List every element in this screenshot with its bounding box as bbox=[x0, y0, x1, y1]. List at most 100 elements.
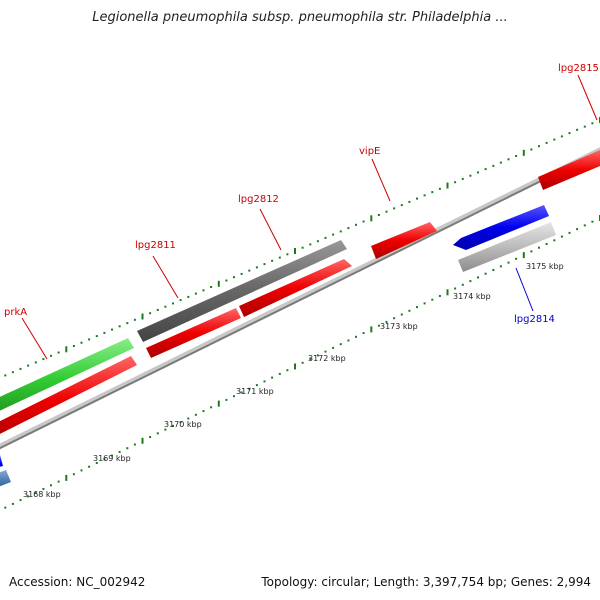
inner-tick bbox=[423, 302, 426, 305]
tick-label-3172: 3172 kbp bbox=[308, 354, 346, 363]
outer-tick bbox=[19, 367, 22, 370]
tick-label-3168: 3168 kbp bbox=[23, 490, 61, 499]
outer-tick bbox=[416, 197, 418, 200]
topology-summary: Topology: circular; Length: 3,397,754 bp… bbox=[261, 575, 591, 589]
outer-tick bbox=[332, 233, 335, 236]
inner-tick bbox=[210, 406, 213, 409]
outer-tick bbox=[217, 280, 220, 287]
outer-tick bbox=[210, 286, 213, 288]
label-lpg2815[interactable]: lpg2815 bbox=[558, 63, 599, 74]
outer-tick bbox=[438, 187, 441, 190]
outer-tick bbox=[50, 354, 52, 357]
inner-tick bbox=[72, 473, 75, 476]
outer-tick bbox=[339, 230, 342, 233]
inner-tick bbox=[4, 506, 7, 509]
inner-tick bbox=[202, 410, 205, 413]
outer-tick bbox=[4, 374, 7, 377]
outer-tick bbox=[370, 215, 373, 222]
inner-tick bbox=[294, 363, 296, 370]
outer-tick bbox=[179, 299, 182, 302]
inner-tick bbox=[522, 252, 525, 259]
tick-label-3173: 3173 kbp bbox=[380, 322, 418, 331]
outer-tick bbox=[576, 128, 579, 131]
label-lpg2811[interactable]: lpg2811 bbox=[135, 240, 176, 251]
outer-tick bbox=[347, 227, 350, 230]
inner-tick bbox=[492, 269, 495, 271]
inner-tick bbox=[332, 346, 335, 349]
inner-tick bbox=[538, 246, 540, 249]
outer-tick bbox=[225, 279, 228, 282]
outer-tick bbox=[95, 335, 98, 338]
inner-tick bbox=[431, 298, 434, 301]
inner-tick bbox=[400, 313, 403, 316]
inner-tick bbox=[271, 376, 274, 379]
inner-tick bbox=[118, 450, 121, 453]
tick-label-3174: 3174 kbp bbox=[453, 292, 491, 301]
outer-tick bbox=[393, 207, 396, 210]
backbone-shadow bbox=[0, 150, 600, 450]
outer-tick bbox=[355, 223, 357, 226]
outer-tick bbox=[248, 269, 251, 272]
inner-tick bbox=[515, 257, 518, 260]
inner-tick bbox=[103, 458, 106, 461]
gene-vipE[interactable] bbox=[371, 222, 437, 259]
inner-tick bbox=[347, 339, 350, 342]
gene-red-left[interactable] bbox=[0, 356, 137, 444]
label-lpg2814[interactable]: lpg2814 bbox=[514, 314, 555, 325]
outer-tick bbox=[133, 318, 136, 321]
outer-tick bbox=[484, 168, 487, 171]
outer-tick bbox=[591, 122, 594, 125]
gene-prkA[interactable] bbox=[0, 338, 134, 420]
outer-tick bbox=[27, 364, 30, 367]
inner-tick bbox=[164, 428, 167, 431]
outer-tick bbox=[57, 351, 60, 354]
leader-lpg2814 bbox=[515, 267, 534, 312]
inner-tick bbox=[408, 309, 411, 312]
inner-tick bbox=[19, 499, 22, 502]
inner-tick bbox=[507, 261, 510, 264]
outer-tick bbox=[400, 204, 403, 207]
inner-tick bbox=[80, 469, 83, 472]
inner-tick bbox=[11, 502, 14, 505]
gene-lpg2811[interactable] bbox=[137, 240, 347, 342]
outer-tick bbox=[202, 289, 205, 292]
outer-tick bbox=[11, 371, 14, 374]
outer-tick bbox=[530, 148, 533, 151]
gene-lpg2815[interactable] bbox=[538, 150, 600, 190]
outer-tick bbox=[446, 182, 449, 189]
outer-tick bbox=[233, 276, 235, 279]
label-lpg2812[interactable]: lpg2812 bbox=[238, 194, 279, 205]
leader-lpg2812 bbox=[259, 208, 282, 251]
gene-lpg2814[interactable] bbox=[458, 222, 556, 272]
inner-tick bbox=[370, 326, 373, 333]
label-vipE[interactable]: vipE bbox=[359, 146, 380, 157]
outer-tick bbox=[408, 200, 411, 203]
inner-tick bbox=[179, 421, 182, 424]
outer-tick bbox=[477, 171, 479, 174]
inner-tick bbox=[217, 400, 220, 407]
inner-tick bbox=[263, 380, 266, 383]
outer-tick bbox=[156, 308, 159, 311]
gene-lpg2812[interactable] bbox=[239, 259, 352, 317]
inner-tick bbox=[57, 480, 60, 483]
inner-tick bbox=[385, 320, 388, 323]
inner-tick bbox=[499, 265, 502, 268]
outer-tick bbox=[431, 191, 434, 194]
inner-tick bbox=[278, 372, 281, 375]
outer-tick bbox=[522, 149, 525, 156]
gene-steel[interactable] bbox=[0, 470, 11, 494]
outer-tick bbox=[560, 135, 563, 138]
label-prkA[interactable]: prkA bbox=[4, 307, 27, 318]
gene-blue-edge[interactable] bbox=[0, 455, 3, 472]
outer-tick bbox=[286, 253, 289, 256]
outer-tick bbox=[545, 141, 548, 144]
outer-tick bbox=[385, 210, 388, 213]
tick-label-3171: 3171 kbp bbox=[236, 387, 274, 396]
tick-label-3170: 3170 kbp bbox=[164, 420, 202, 429]
inner-tick bbox=[461, 283, 464, 286]
gene-red-mid[interactable] bbox=[146, 308, 241, 358]
outer-tick bbox=[278, 256, 281, 259]
outer-tick bbox=[263, 263, 266, 266]
gene-blue[interactable] bbox=[453, 205, 549, 250]
